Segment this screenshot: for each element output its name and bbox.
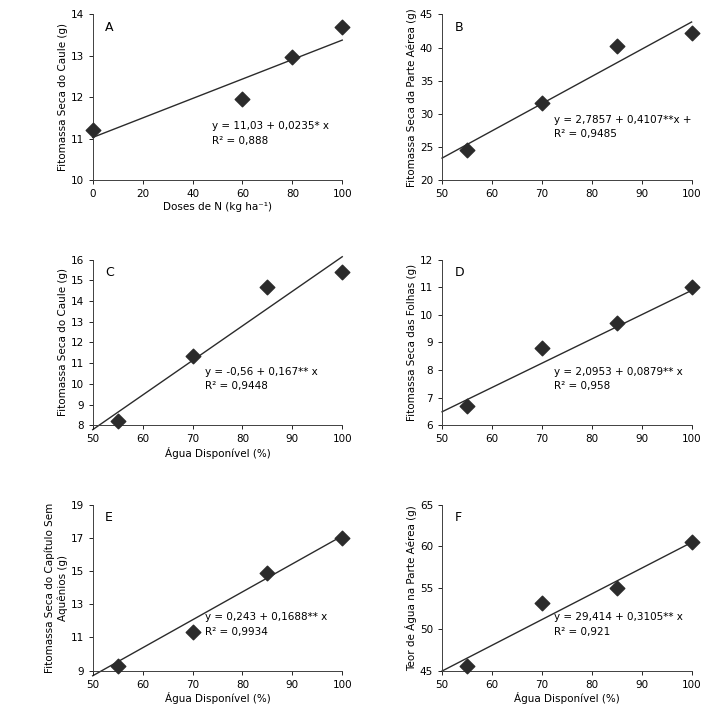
- Point: [112, 415, 123, 427]
- Text: y = -0,56 + 0,167** x
R² = 0,9448: y = -0,56 + 0,167** x R² = 0,9448: [205, 366, 318, 392]
- Point: [187, 350, 198, 362]
- Y-axis label: Fitomassa Seca do Capítulo Sem
Aquênios (g): Fitomassa Seca do Capítulo Sem Aquênios …: [45, 503, 68, 673]
- Point: [686, 536, 697, 548]
- Text: F: F: [455, 511, 461, 524]
- Y-axis label: Fitomassa Seca do Caule (g): Fitomassa Seca do Caule (g): [58, 23, 68, 172]
- Text: y = 2,0953 + 0,0879** x
R² = 0,958: y = 2,0953 + 0,0879** x R² = 0,958: [555, 366, 683, 392]
- Point: [337, 266, 348, 278]
- Text: A: A: [106, 21, 113, 34]
- Text: y = 29,414 + 0,3105** x
R² = 0,921: y = 29,414 + 0,3105** x R² = 0,921: [555, 611, 683, 637]
- Text: C: C: [106, 266, 114, 279]
- Y-axis label: Fitomassa Seca das Folhas (g): Fitomassa Seca das Folhas (g): [407, 264, 417, 421]
- Point: [461, 660, 473, 672]
- X-axis label: Água Disponível (%): Água Disponível (%): [165, 692, 270, 704]
- Point: [461, 400, 473, 412]
- Point: [262, 280, 273, 292]
- Y-axis label: Fitomassa Seca da Parte Aérea (g): Fitomassa Seca da Parte Aérea (g): [406, 8, 417, 187]
- Text: B: B: [455, 21, 463, 34]
- Point: [187, 627, 198, 638]
- Point: [536, 97, 548, 108]
- Text: y = 2,7857 + 0,4107**x +
R² = 0,9485: y = 2,7857 + 0,4107**x + R² = 0,9485: [555, 115, 692, 139]
- Text: E: E: [106, 511, 113, 524]
- Point: [461, 144, 473, 156]
- Text: D: D: [455, 266, 464, 279]
- Y-axis label: Teor de Água na Parte Aérea (g): Teor de Água na Parte Aérea (g): [405, 505, 417, 671]
- X-axis label: Água Disponível (%): Água Disponível (%): [514, 692, 620, 704]
- X-axis label: Água Disponível (%): Água Disponível (%): [165, 447, 270, 459]
- Text: y = 11,03 + 0,0235* x
R² = 0,888: y = 11,03 + 0,0235* x R² = 0,888: [212, 121, 329, 146]
- Point: [611, 40, 622, 51]
- Point: [337, 21, 348, 32]
- Point: [87, 125, 98, 136]
- Point: [536, 597, 548, 609]
- Point: [686, 281, 697, 293]
- Point: [337, 532, 348, 544]
- Text: y = 0,243 + 0,1688** x
R² = 0,9934: y = 0,243 + 0,1688** x R² = 0,9934: [205, 611, 327, 637]
- Point: [112, 660, 123, 671]
- Point: [536, 342, 548, 354]
- Point: [262, 567, 273, 578]
- X-axis label: Doses de N (kg ha⁻¹): Doses de N (kg ha⁻¹): [163, 202, 272, 212]
- Point: [287, 51, 298, 63]
- Point: [611, 317, 622, 329]
- Point: [611, 582, 622, 593]
- Y-axis label: Fitomassa Seca do Caule (g): Fitomassa Seca do Caule (g): [58, 268, 68, 417]
- Point: [686, 27, 697, 39]
- Point: [237, 94, 248, 105]
